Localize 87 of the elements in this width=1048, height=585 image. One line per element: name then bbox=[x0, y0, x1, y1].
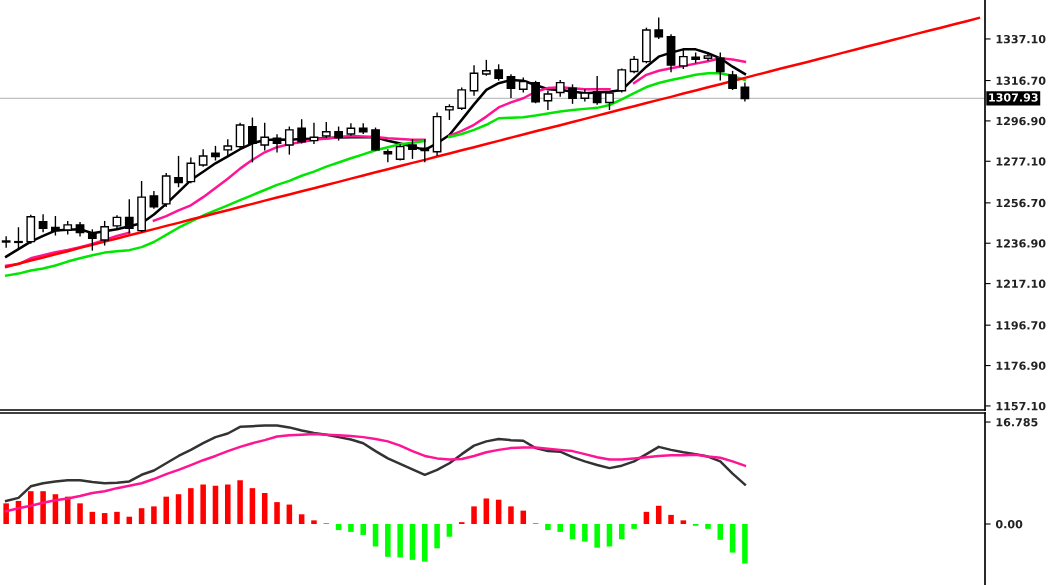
bar bbox=[705, 524, 711, 529]
bar bbox=[188, 488, 194, 524]
bar bbox=[643, 511, 650, 524]
y-tick-label: 1157.10 bbox=[996, 401, 1046, 411]
bar bbox=[77, 503, 83, 524]
bar bbox=[446, 524, 453, 537]
bar bbox=[3, 503, 9, 524]
bar bbox=[545, 524, 551, 531]
y-tick-label: 1217.10 bbox=[996, 279, 1046, 288]
candlestick bbox=[568, 84, 577, 104]
candlestick bbox=[100, 220, 110, 246]
bar bbox=[261, 493, 268, 524]
y-tick-label: 1236.90 bbox=[996, 239, 1046, 248]
candlestick bbox=[1, 236, 11, 248]
y-tick-label: 1277.10 bbox=[996, 157, 1046, 166]
bar bbox=[631, 524, 637, 529]
y-tick-label: 0.00 bbox=[995, 519, 1023, 529]
candlestick bbox=[248, 117, 257, 163]
y-tick-label: 1176.90 bbox=[996, 361, 1046, 370]
bar bbox=[483, 498, 490, 524]
bar bbox=[508, 506, 514, 524]
bar bbox=[101, 513, 108, 524]
ref-line-label: 1307.93 bbox=[989, 93, 1038, 102]
bar bbox=[28, 491, 34, 524]
bar bbox=[668, 514, 674, 524]
candlestick bbox=[186, 157, 196, 184]
bar bbox=[225, 484, 231, 524]
bar bbox=[163, 496, 169, 524]
bar bbox=[249, 488, 256, 524]
bar bbox=[151, 506, 157, 524]
bar bbox=[680, 520, 687, 524]
bar bbox=[619, 524, 625, 540]
bar bbox=[311, 520, 317, 524]
bar bbox=[385, 524, 391, 557]
candlestick bbox=[260, 122, 270, 151]
candlestick bbox=[457, 87, 467, 110]
bar bbox=[409, 524, 416, 560]
candlestick bbox=[715, 52, 725, 81]
y-tick-label: 1337.10 bbox=[996, 34, 1046, 44]
candlestick bbox=[124, 199, 134, 234]
candlestick bbox=[383, 149, 393, 163]
bar bbox=[742, 524, 748, 564]
bar bbox=[298, 514, 305, 524]
bar bbox=[274, 502, 280, 524]
candlestick bbox=[371, 127, 380, 151]
bar bbox=[360, 524, 366, 535]
candlestick bbox=[14, 227, 23, 249]
bar bbox=[212, 485, 219, 524]
bar bbox=[175, 494, 182, 524]
bar bbox=[348, 524, 354, 532]
candlestick bbox=[654, 17, 664, 40]
candlestick bbox=[297, 119, 307, 144]
candlestick bbox=[174, 155, 183, 188]
bar bbox=[434, 524, 440, 549]
bar bbox=[89, 511, 96, 524]
bar bbox=[594, 524, 600, 548]
candlestick bbox=[408, 139, 417, 159]
candlestick bbox=[469, 65, 479, 96]
line-series bbox=[4, 432, 747, 513]
y-tick-label: 1256.70 bbox=[996, 198, 1046, 208]
bar bbox=[114, 511, 120, 524]
bar bbox=[397, 524, 403, 558]
bar bbox=[237, 480, 243, 524]
candlestick bbox=[51, 216, 60, 236]
bar bbox=[422, 524, 428, 562]
bar bbox=[138, 508, 145, 524]
candlestick bbox=[284, 126, 294, 155]
candlestick bbox=[87, 229, 97, 251]
candlestick bbox=[592, 75, 602, 105]
bar bbox=[582, 524, 588, 542]
bar bbox=[40, 491, 46, 524]
candlestick bbox=[235, 122, 245, 148]
candlestick bbox=[617, 68, 627, 93]
bar bbox=[200, 484, 206, 524]
line-series bbox=[4, 424, 747, 503]
bar bbox=[717, 524, 724, 540]
candlestick bbox=[531, 80, 540, 104]
bar bbox=[729, 524, 736, 553]
y-tick-label: 1196.70 bbox=[996, 321, 1046, 330]
y-tick-label: 1316.70 bbox=[996, 76, 1046, 85]
y-tick-label: 16.785 bbox=[996, 418, 1038, 427]
line-series bbox=[4, 16, 981, 269]
candlestick bbox=[543, 91, 553, 110]
candlestick bbox=[506, 74, 516, 98]
bar bbox=[471, 506, 477, 524]
bar bbox=[557, 524, 563, 532]
y-tick-label: 1296.90 bbox=[996, 116, 1046, 126]
